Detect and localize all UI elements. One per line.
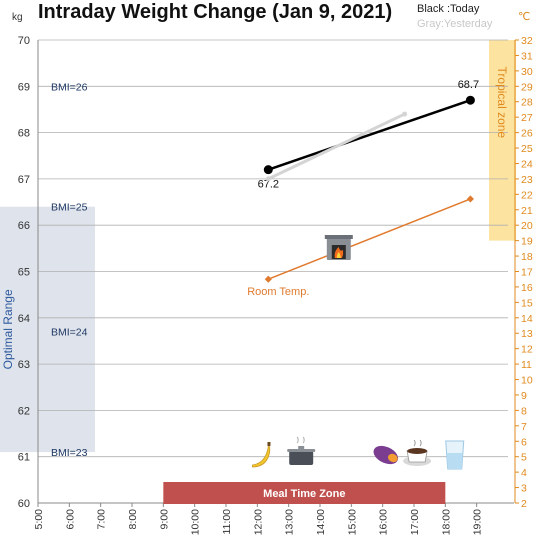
meal-time-zone-bar xyxy=(163,482,446,504)
right-tick-label: 27 xyxy=(521,112,533,124)
right-tick-label: 15 xyxy=(521,297,533,309)
left-tick-label: 60 xyxy=(18,498,30,510)
left-tick-label: 68 xyxy=(18,128,30,140)
fireplace-icon xyxy=(324,235,353,260)
series-label-room-temp: Room Temp. xyxy=(247,286,309,298)
right-tick-label: 28 xyxy=(521,97,533,109)
bmi-label: BMI=25 xyxy=(51,202,88,214)
left-tick-label: 70 xyxy=(18,35,30,47)
x-tick-label: 15:00 xyxy=(346,509,358,535)
right-tick-label: 4 xyxy=(521,467,527,479)
right-tick-label: 9 xyxy=(521,390,527,402)
right-tick-label: 26 xyxy=(521,128,533,140)
water-glass-icon xyxy=(445,440,465,470)
right-tick-label: 3 xyxy=(521,483,527,495)
right-tick-label: 32 xyxy=(521,35,533,47)
right-tick-label: 19 xyxy=(521,236,533,248)
right-tick-label: 6 xyxy=(521,436,527,448)
optimal-range-band xyxy=(0,206,95,453)
right-tick-label: 31 xyxy=(521,50,533,62)
right-tick-label: 14 xyxy=(521,313,533,325)
right-tick-label: 5 xyxy=(521,452,527,464)
x-tick-label: 6:00 xyxy=(64,509,76,530)
x-tick-label: 16:00 xyxy=(378,509,390,535)
right-tick-label: 8 xyxy=(521,405,527,417)
right-tick-label: 2 xyxy=(521,498,527,510)
right-tick-label: 18 xyxy=(521,251,533,263)
data-point-yesterday xyxy=(265,176,271,182)
cooking-pot-icon xyxy=(287,436,316,465)
right-tick-label: 22 xyxy=(521,189,533,201)
legend-yesterday: Gray:Yesterday xyxy=(417,18,493,30)
optimal-range-label: Optimal Range xyxy=(1,289,15,369)
series-line-today xyxy=(267,99,471,171)
left-tick-label: 66 xyxy=(18,220,30,232)
x-tick-label: 18:00 xyxy=(440,509,452,535)
right-axis-unit: ℃ xyxy=(518,11,531,23)
left-tick-label: 69 xyxy=(18,81,30,93)
data-label: 67.2 xyxy=(258,179,279,191)
data-point-today xyxy=(465,95,475,105)
x-tick-label: 17:00 xyxy=(409,509,421,535)
x-tick-label: 5:00 xyxy=(33,509,45,530)
right-tick-label: 16 xyxy=(521,282,533,294)
data-label: 68.7 xyxy=(458,79,479,91)
meal-time-zone-label: Meal Time Zone xyxy=(263,488,345,500)
tropical-zone-band xyxy=(489,40,516,241)
x-tick-label: 8:00 xyxy=(127,509,139,530)
right-tick-label: 12 xyxy=(521,344,533,356)
x-tick-label: 14:00 xyxy=(315,509,327,535)
x-tick-label: 10:00 xyxy=(190,509,202,535)
bmi-label: BMI=26 xyxy=(51,81,88,93)
series-line-room-temp- xyxy=(268,198,471,280)
right-tick-label: 21 xyxy=(521,205,533,217)
right-tick-label: 24 xyxy=(521,158,533,170)
right-tick-label: 20 xyxy=(521,220,533,232)
left-tick-label: 65 xyxy=(18,267,30,279)
x-tick-label: 9:00 xyxy=(158,509,170,530)
x-tick-label: 13:00 xyxy=(284,509,296,535)
left-tick-label: 61 xyxy=(18,452,30,464)
data-point-room-temp xyxy=(264,275,272,283)
x-tick-label: 12:00 xyxy=(252,509,264,535)
chart-title: Intraday Weight Change (Jan 9, 2021) xyxy=(38,1,393,23)
data-point-today xyxy=(263,165,273,175)
right-tick-label: 30 xyxy=(521,66,533,78)
left-axis-unit: kg xyxy=(12,12,23,23)
x-tick-label: 7:00 xyxy=(96,509,108,530)
banana-icon xyxy=(252,442,271,468)
coffee-cup-icon xyxy=(403,439,432,466)
x-tick-label: 11:00 xyxy=(221,509,233,535)
legend-today: Black :Today xyxy=(417,3,480,15)
series-line-yesterday xyxy=(267,112,406,181)
right-tick-label: 11 xyxy=(521,359,532,371)
sweet-potato-icon xyxy=(373,445,399,465)
right-tick-label: 10 xyxy=(521,375,533,387)
right-tick-label: 23 xyxy=(521,174,533,186)
bmi-label: BMI=24 xyxy=(51,327,88,339)
data-point-yesterday xyxy=(402,111,408,117)
left-tick-label: 62 xyxy=(18,405,30,417)
right-tick-label: 7 xyxy=(521,421,527,433)
right-tick-label: 25 xyxy=(521,143,533,155)
x-tick-label: 19:00 xyxy=(472,509,484,535)
left-tick-label: 63 xyxy=(18,359,30,371)
bmi-label: BMI=23 xyxy=(51,447,88,459)
left-tick-label: 64 xyxy=(18,313,30,325)
right-tick-label: 17 xyxy=(521,267,533,279)
tropical-zone-label: Tropical zone xyxy=(495,67,509,139)
left-tick-label: 67 xyxy=(18,174,30,186)
right-tick-label: 13 xyxy=(521,328,533,340)
right-tick-label: 29 xyxy=(521,81,533,93)
data-point-room-temp xyxy=(466,195,474,203)
